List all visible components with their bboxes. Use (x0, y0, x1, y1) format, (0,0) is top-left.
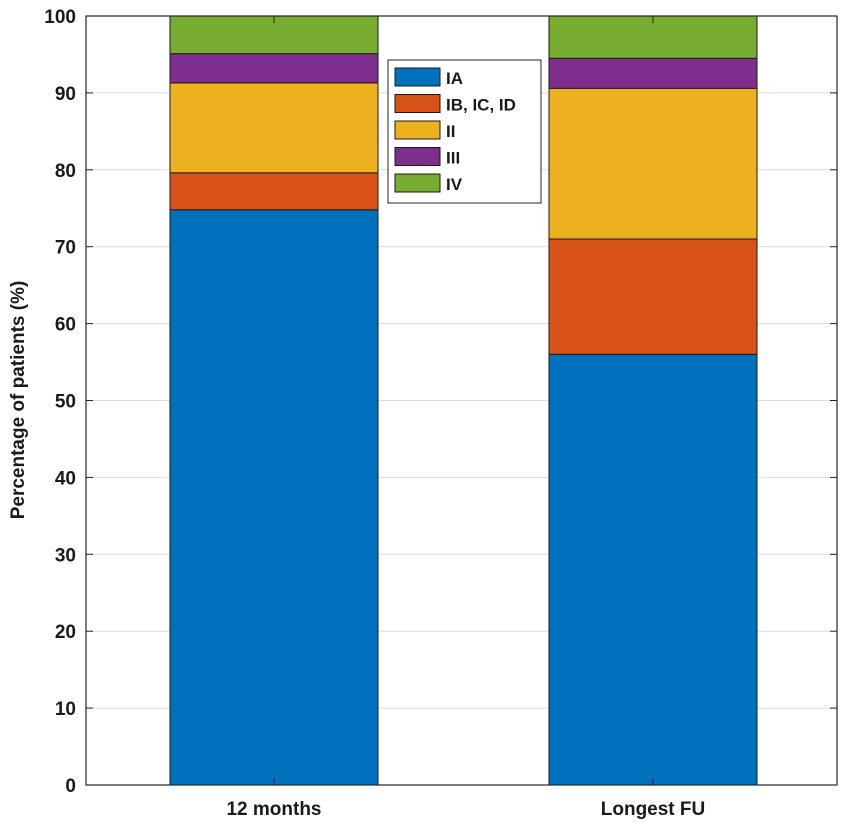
legend-swatch-2 (394, 94, 441, 113)
legend-label-3: II (446, 122, 455, 141)
y-tick-label: 10 (55, 699, 76, 720)
y-tick-label: 100 (44, 7, 76, 28)
y-tick-label: 70 (55, 238, 76, 259)
y-tick-label: 50 (55, 392, 76, 413)
bar-segment-iii-2 (548, 57, 758, 89)
y-axis-title: Percentage of patients (%) (8, 281, 29, 520)
y-axis-ticks: 0 10 20 30 40 50 60 70 80 90 100 (44, 7, 837, 797)
bar-segment-iv-2 (548, 15, 758, 59)
x-tick-label: 12 months (226, 799, 321, 820)
y-tick-label: 0 (65, 776, 76, 797)
bar-segment-ib-ic-id-1 (169, 172, 379, 211)
bar-segment-ia-1 (169, 209, 379, 786)
x-axis-ticks: 12 months Longest FU (226, 16, 705, 820)
y-tick-label: 20 (55, 622, 76, 643)
bar-segment-ib-ic-id-2 (548, 238, 758, 355)
legend-swatch-1 (394, 67, 441, 87)
legend-swatch-4 (394, 147, 441, 166)
legend-label-1: IA (446, 69, 463, 88)
x-tick-label: Longest FU (601, 799, 706, 820)
bar-segment-iii-1 (169, 53, 379, 84)
legend-swatch-5 (394, 173, 441, 193)
legend-label-5: IV (446, 175, 463, 194)
y-tick-label: 90 (55, 84, 76, 105)
y-tick-label: 40 (55, 468, 76, 489)
bar-segment-ia-2 (548, 353, 758, 786)
legend-swatch-3 (394, 120, 441, 140)
legend-label-2: IB, IC, ID (446, 96, 516, 115)
bar-segment-ii-2 (548, 87, 758, 240)
bars (169, 15, 758, 786)
y-tick-label: 60 (55, 315, 76, 336)
y-tick-label: 30 (55, 545, 76, 566)
y-tick-label: 80 (55, 161, 76, 182)
bar-segment-ii-1 (169, 82, 379, 174)
legend-label-4: III (446, 149, 460, 168)
